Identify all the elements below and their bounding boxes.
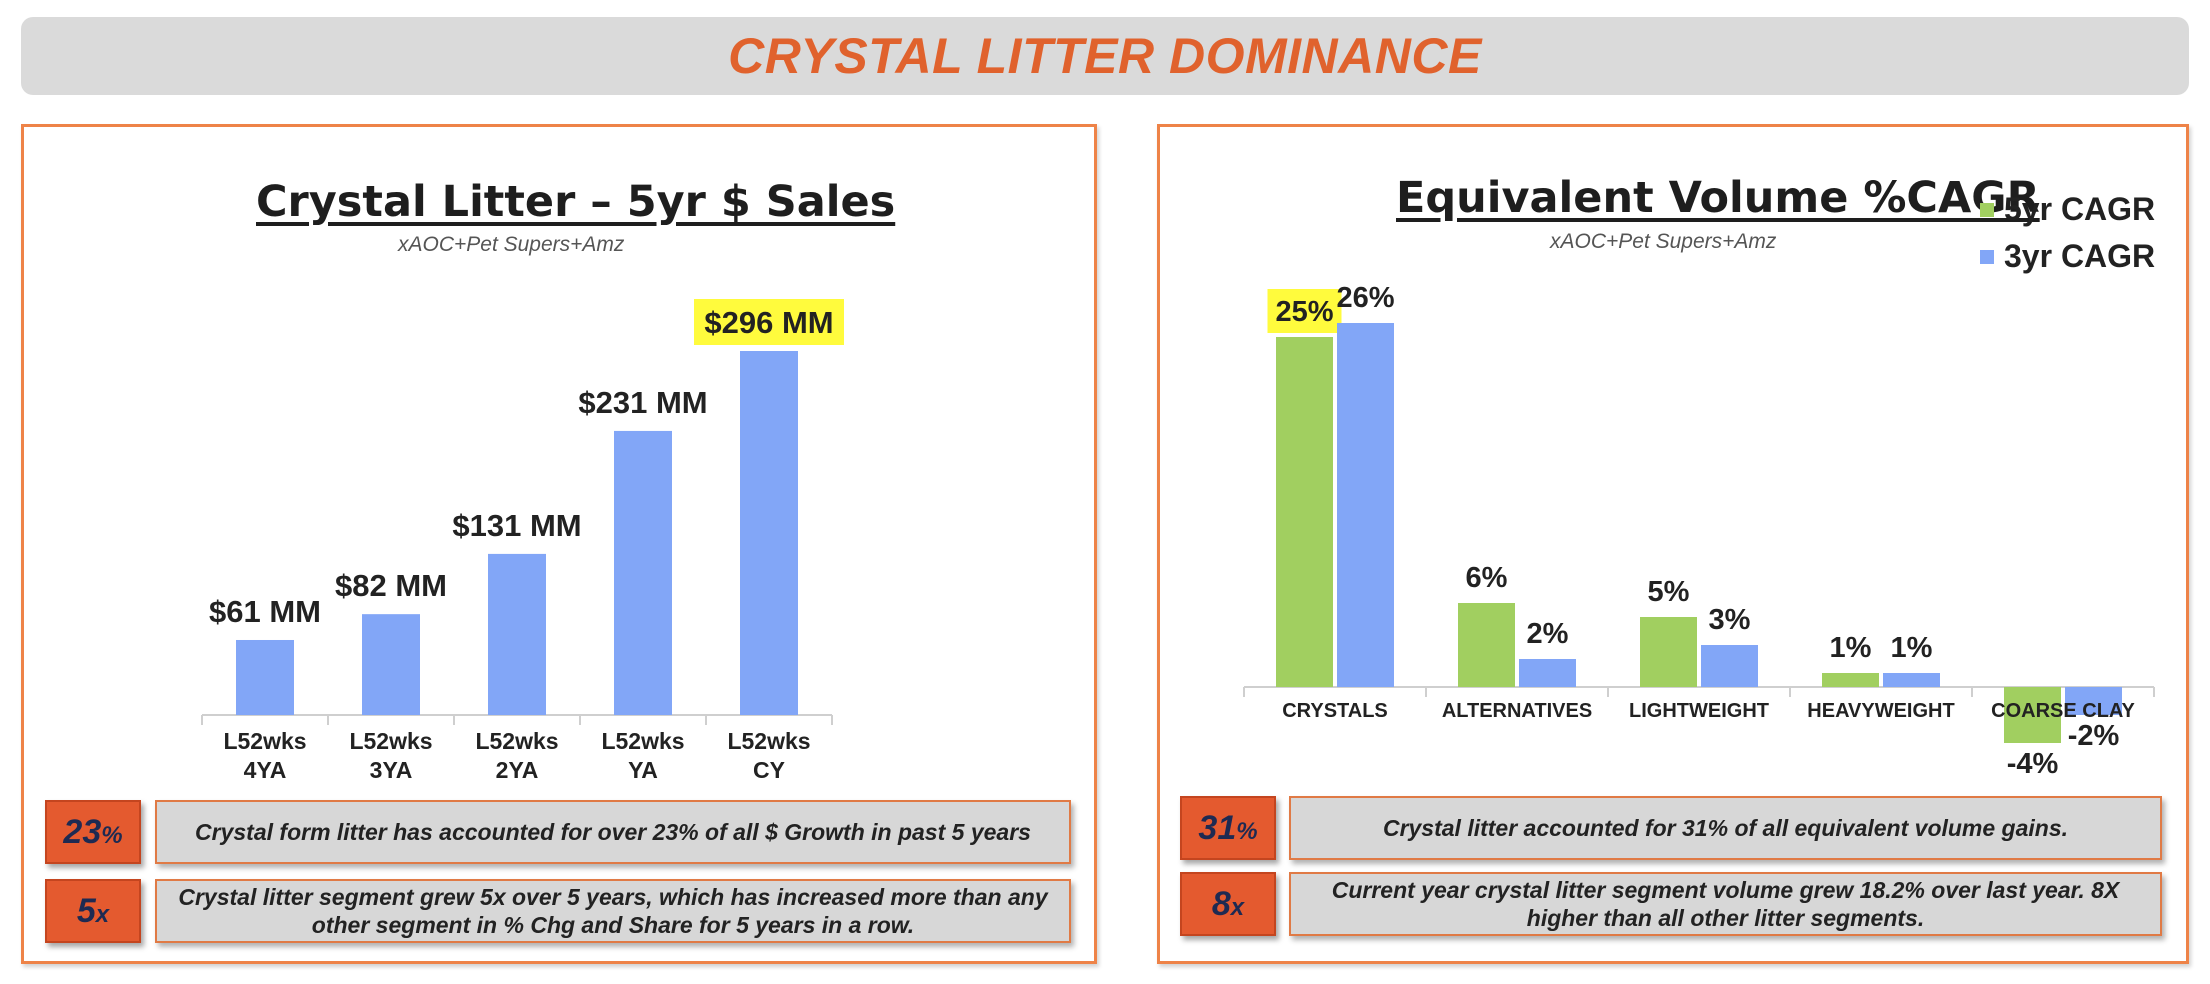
sales-x-tick-label: 3YA	[370, 757, 413, 783]
callout-unit: %	[101, 822, 123, 849]
sales-bar-chart: $61 MM L52wks 4YA $82 MM L52wks 3YA $131 MM L52…	[201, 299, 844, 783]
cagr-value-label: 1%	[1830, 632, 1872, 664]
callout-text-5x: Crystal litter segment grew 5x over 5 ye…	[155, 879, 1071, 943]
cagr-x-tick-label: CRYSTALS	[1282, 700, 1388, 722]
cagr-x-tick-label: ALTERNATIVES	[1442, 700, 1592, 722]
cagr-x-tick-label: HEAVYWEIGHT	[1807, 700, 1954, 722]
sales-chart-title: Crystal Litter – 5yr $ Sales	[256, 177, 896, 227]
legend-item-5yr: 5yr CAGR	[1980, 191, 2155, 228]
cagr-bar-3yr	[1883, 673, 1940, 687]
cagr-bar-3yr	[1519, 659, 1576, 687]
callout-number: 23	[63, 812, 102, 851]
sales-x-tick-label: CY	[753, 757, 785, 783]
title-banner: CRYSTAL LITTER DOMINANCE	[21, 17, 2189, 95]
callout-number: 5	[76, 891, 96, 930]
sales-x-tick-label: L52wks	[475, 728, 558, 754]
cagr-bar-3yr	[2065, 687, 2122, 715]
sales-x-tick-label: YA	[628, 757, 658, 783]
cagr-value-highlight	[1267, 289, 1342, 333]
sales-value-label: $61 MM	[209, 594, 321, 629]
sales-value-highlight	[694, 299, 844, 345]
callout-text-volume-gains: Crystal litter accounted for 31% of all …	[1289, 796, 2162, 860]
cagr-bar-5yr	[1458, 603, 1515, 687]
cagr-panel: Equivalent Volume %CAGR xAOC+Pet Supers+…	[1157, 124, 2189, 964]
cagr-bar-5yr	[1640, 617, 1697, 687]
sales-x-tick-label: 4YA	[244, 757, 287, 783]
page-title: CRYSTAL LITTER DOMINANCE	[728, 28, 1482, 84]
cagr-bar-5yr	[1276, 337, 1333, 687]
sales-value-label: $296 MM	[704, 305, 833, 340]
sales-bar	[488, 553, 546, 715]
callout-text-8x: Current year crystal litter segment volu…	[1289, 872, 2162, 936]
sales-bar	[614, 430, 672, 715]
sales-value-label: $231 MM	[578, 385, 707, 420]
cagr-bar-5yr	[2004, 687, 2061, 743]
cagr-value-label: -2%	[2068, 720, 2120, 752]
callout-unit: %	[1236, 818, 1258, 845]
sales-bar	[236, 639, 294, 715]
cagr-value-label: -4%	[2007, 748, 2059, 780]
cagr-value-label: 5%	[1648, 576, 1690, 608]
sales-x-tick-label: L52wks	[601, 728, 684, 754]
cagr-value-label: 2%	[1527, 618, 1569, 650]
cagr-x-tick-label: COARSE CLAY	[1991, 700, 2135, 722]
sales-bar	[362, 614, 420, 715]
cagr-bar-3yr	[1337, 323, 1394, 687]
callout-number: 8	[1211, 884, 1231, 923]
legend-swatch-5yr	[1980, 202, 1994, 217]
sales-bar	[740, 351, 798, 715]
legend-label-5yr: 5yr CAGR	[2004, 191, 2156, 227]
cagr-bar-3yr	[1701, 645, 1758, 687]
callout-badge-volume-gains: 31%	[1180, 796, 1276, 860]
cagr-value-label: 3%	[1709, 604, 1751, 636]
cagr-chart-subtitle: xAOC+Pet Supers+Amz	[1550, 230, 1777, 253]
sales-x-tick-label: 2YA	[496, 757, 539, 783]
sales-x-tick-label: L52wks	[727, 728, 810, 754]
callout-unit: x	[1230, 894, 1245, 921]
cagr-value-label: 1%	[1891, 632, 1933, 664]
sales-panel: Crystal Litter – 5yr $ Sales xAOC+Pet Su…	[21, 124, 1097, 964]
callout-text-growth-share: Crystal form litter has accounted for ov…	[155, 800, 1071, 864]
cagr-bar-chart: 25% 26% CRYSTALS 6% 2% ALTERNATIVES 5% 3% LIGHTW…	[1243, 282, 2155, 780]
sales-chart-subtitle: xAOC+Pet Supers+Amz	[398, 233, 625, 256]
cagr-value-label: 26%	[1336, 282, 1394, 314]
legend-swatch-3yr	[1980, 249, 1994, 264]
cagr-value-label: 6%	[1466, 562, 1508, 594]
cagr-value-label: 25%	[1275, 296, 1333, 328]
sales-x-tick-label: L52wks	[223, 728, 306, 754]
cagr-bar-5yr	[1822, 673, 1879, 687]
cagr-chart-title: Equivalent Volume %CAGR	[1396, 173, 2040, 223]
callout-unit: x	[95, 901, 110, 928]
callout-number: 31	[1198, 808, 1237, 847]
legend-label-3yr: 3yr CAGR	[2004, 238, 2156, 274]
sales-value-label: $131 MM	[452, 508, 581, 543]
sales-value-label: $82 MM	[335, 568, 447, 603]
sales-x-tick-label: L52wks	[349, 728, 432, 754]
callout-badge-growth-share: 23%	[45, 800, 141, 864]
cagr-x-tick-label: LIGHTWEIGHT	[1629, 700, 1769, 722]
legend-item-3yr: 3yr CAGR	[1980, 238, 2155, 275]
